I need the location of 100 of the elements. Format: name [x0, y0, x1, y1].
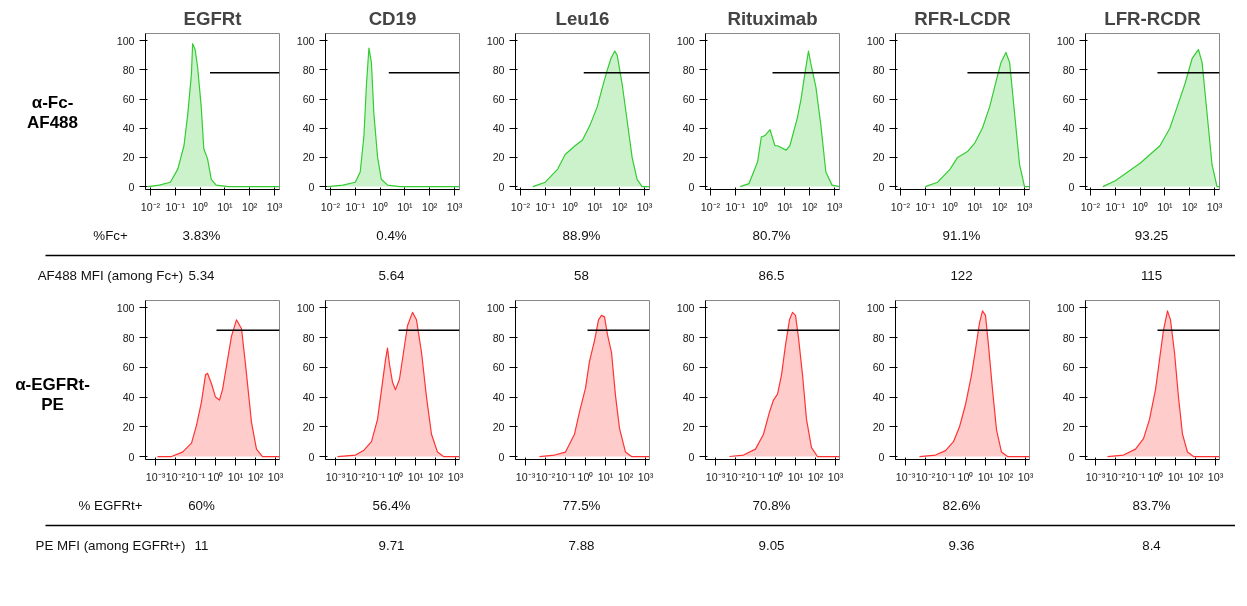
- x-tick-label: 10⁻³: [895, 470, 916, 483]
- y-tick-label: 100: [296, 301, 315, 314]
- y-tick-label: 40: [492, 391, 505, 404]
- x-tick-label: 10¹: [777, 200, 794, 213]
- x-tick-label: 10⁰: [577, 470, 594, 483]
- text: 77.5%: [562, 498, 601, 513]
- x-tick-label: 10¹: [587, 200, 604, 213]
- x-tick-label: 10⁻¹: [915, 200, 936, 213]
- x-tick-label: 10¹: [787, 470, 804, 483]
- y-tick-label: 0: [688, 180, 695, 193]
- y-tick-label: 0: [128, 450, 135, 463]
- x-tick-label: 10⁻²: [165, 470, 186, 483]
- x-tick-label: 10⁰: [562, 200, 579, 213]
- x-tick-label: 10⁻²: [890, 200, 911, 213]
- chart-title: Leu16: [555, 7, 610, 29]
- y-tick-label: 0: [1068, 180, 1075, 193]
- x-tick-label: 10³: [1016, 200, 1033, 213]
- x-tick-label: 10³: [637, 470, 654, 483]
- x-tick-label: 10⁰: [752, 200, 769, 213]
- y-tick-label: 20: [492, 420, 505, 433]
- y-tick-label: 0: [688, 450, 695, 463]
- x-tick-label: 10⁰: [1132, 200, 1149, 213]
- chart-title: RFR-LCDR: [914, 7, 1012, 29]
- text: 9.05: [758, 538, 785, 553]
- y-tick-label: 80: [872, 331, 885, 344]
- text: 9.71: [378, 538, 405, 553]
- x-tick-label: 10⁰: [207, 470, 224, 483]
- x-tick-label: 10¹: [397, 200, 414, 213]
- x-tick-label: 10⁰: [192, 200, 209, 213]
- x-tick-label: 10⁰: [767, 470, 784, 483]
- y-tick-label: 40: [122, 391, 135, 404]
- y-tick-label: 40: [872, 122, 885, 135]
- y-tick-label: 40: [492, 122, 505, 135]
- y-tick-label: 80: [1062, 331, 1075, 344]
- y-tick-label: 100: [486, 34, 505, 47]
- y-tick-label: 20: [1062, 420, 1075, 433]
- y-tick-label: 100: [676, 34, 695, 47]
- x-tick-label: 10⁰: [957, 470, 974, 483]
- x-tick-label: 10⁰: [1147, 470, 1164, 483]
- x-tick-label: 10²: [247, 470, 264, 483]
- x-tick-label: 10⁻³: [515, 470, 536, 483]
- text: 86.5: [758, 268, 785, 283]
- y-tick-label: 40: [1062, 391, 1075, 404]
- x-tick-label: 10³: [447, 470, 464, 483]
- y-tick-label: 60: [492, 361, 505, 374]
- y-tick-label: 0: [878, 450, 885, 463]
- y-tick-label: 20: [492, 151, 505, 164]
- y-tick-label: 20: [302, 151, 315, 164]
- chart-title: CD19: [368, 7, 417, 29]
- y-tick-label: 100: [866, 34, 885, 47]
- x-tick-label: 10¹: [977, 470, 994, 483]
- x-tick-label: 10¹: [1157, 200, 1174, 213]
- x-tick-label: 10⁻¹: [185, 470, 206, 483]
- y-tick-label: 60: [302, 361, 315, 374]
- text: 0.4%: [376, 228, 407, 243]
- y-tick-label: 0: [1068, 450, 1075, 463]
- x-tick-label: 10⁻²: [535, 470, 556, 483]
- x-tick-label: 10⁻³: [145, 470, 166, 483]
- text: 115: [1140, 268, 1163, 283]
- x-tick-label: 10³: [266, 200, 283, 213]
- x-tick-label: 10²: [997, 470, 1014, 483]
- x-tick-label: 10⁻¹: [345, 200, 366, 213]
- x-tick-label: 10⁻¹: [165, 200, 186, 213]
- text: 83.7%: [1132, 498, 1171, 513]
- x-tick-label: 10²: [802, 200, 818, 213]
- text: 70.8%: [752, 498, 791, 513]
- y-tick-label: 20: [872, 151, 885, 164]
- y-tick-label: 100: [676, 301, 695, 314]
- y-tick-label: 80: [302, 63, 315, 76]
- y-tick-label: 0: [308, 180, 315, 193]
- y-tick-label: 40: [872, 391, 885, 404]
- y-tick-label: 80: [872, 63, 885, 76]
- x-tick-label: 10⁻²: [140, 200, 161, 213]
- y-tick-label: 20: [682, 151, 695, 164]
- x-tick-label: 10²: [242, 200, 258, 213]
- y-tick-label: 60: [682, 93, 695, 106]
- chart-title: EGFRt: [183, 7, 242, 29]
- y-tick-label: 100: [116, 301, 135, 314]
- y-tick-label: 60: [1062, 361, 1075, 374]
- text: 80.7%: [752, 228, 791, 243]
- text: 7.88: [568, 538, 595, 553]
- y-tick-label: 20: [302, 420, 315, 433]
- x-tick-label: 10³: [267, 470, 284, 483]
- x-tick-label: 10¹: [597, 470, 614, 483]
- chart-title: LFR-RCDR: [1104, 7, 1202, 29]
- y-tick-label: 40: [302, 122, 315, 135]
- text: 8.4: [1142, 538, 1161, 553]
- y-tick-label: 100: [1056, 301, 1075, 314]
- y-tick-label: 60: [492, 93, 505, 106]
- x-tick-label: 10²: [617, 470, 634, 483]
- x-tick-label: 10⁻¹: [535, 200, 556, 213]
- y-tick-label: 80: [122, 63, 135, 76]
- y-tick-label: 60: [872, 361, 885, 374]
- y-tick-label: 80: [682, 331, 695, 344]
- y-tick-label: 80: [682, 63, 695, 76]
- y-tick-label: 80: [1062, 63, 1075, 76]
- text: 60%: [188, 498, 215, 513]
- x-tick-label: 10⁰: [942, 200, 959, 213]
- y-axis-title: α-EGFRt- PE: [14, 374, 91, 416]
- y-axis-title: α-Fc- AF488: [26, 91, 79, 134]
